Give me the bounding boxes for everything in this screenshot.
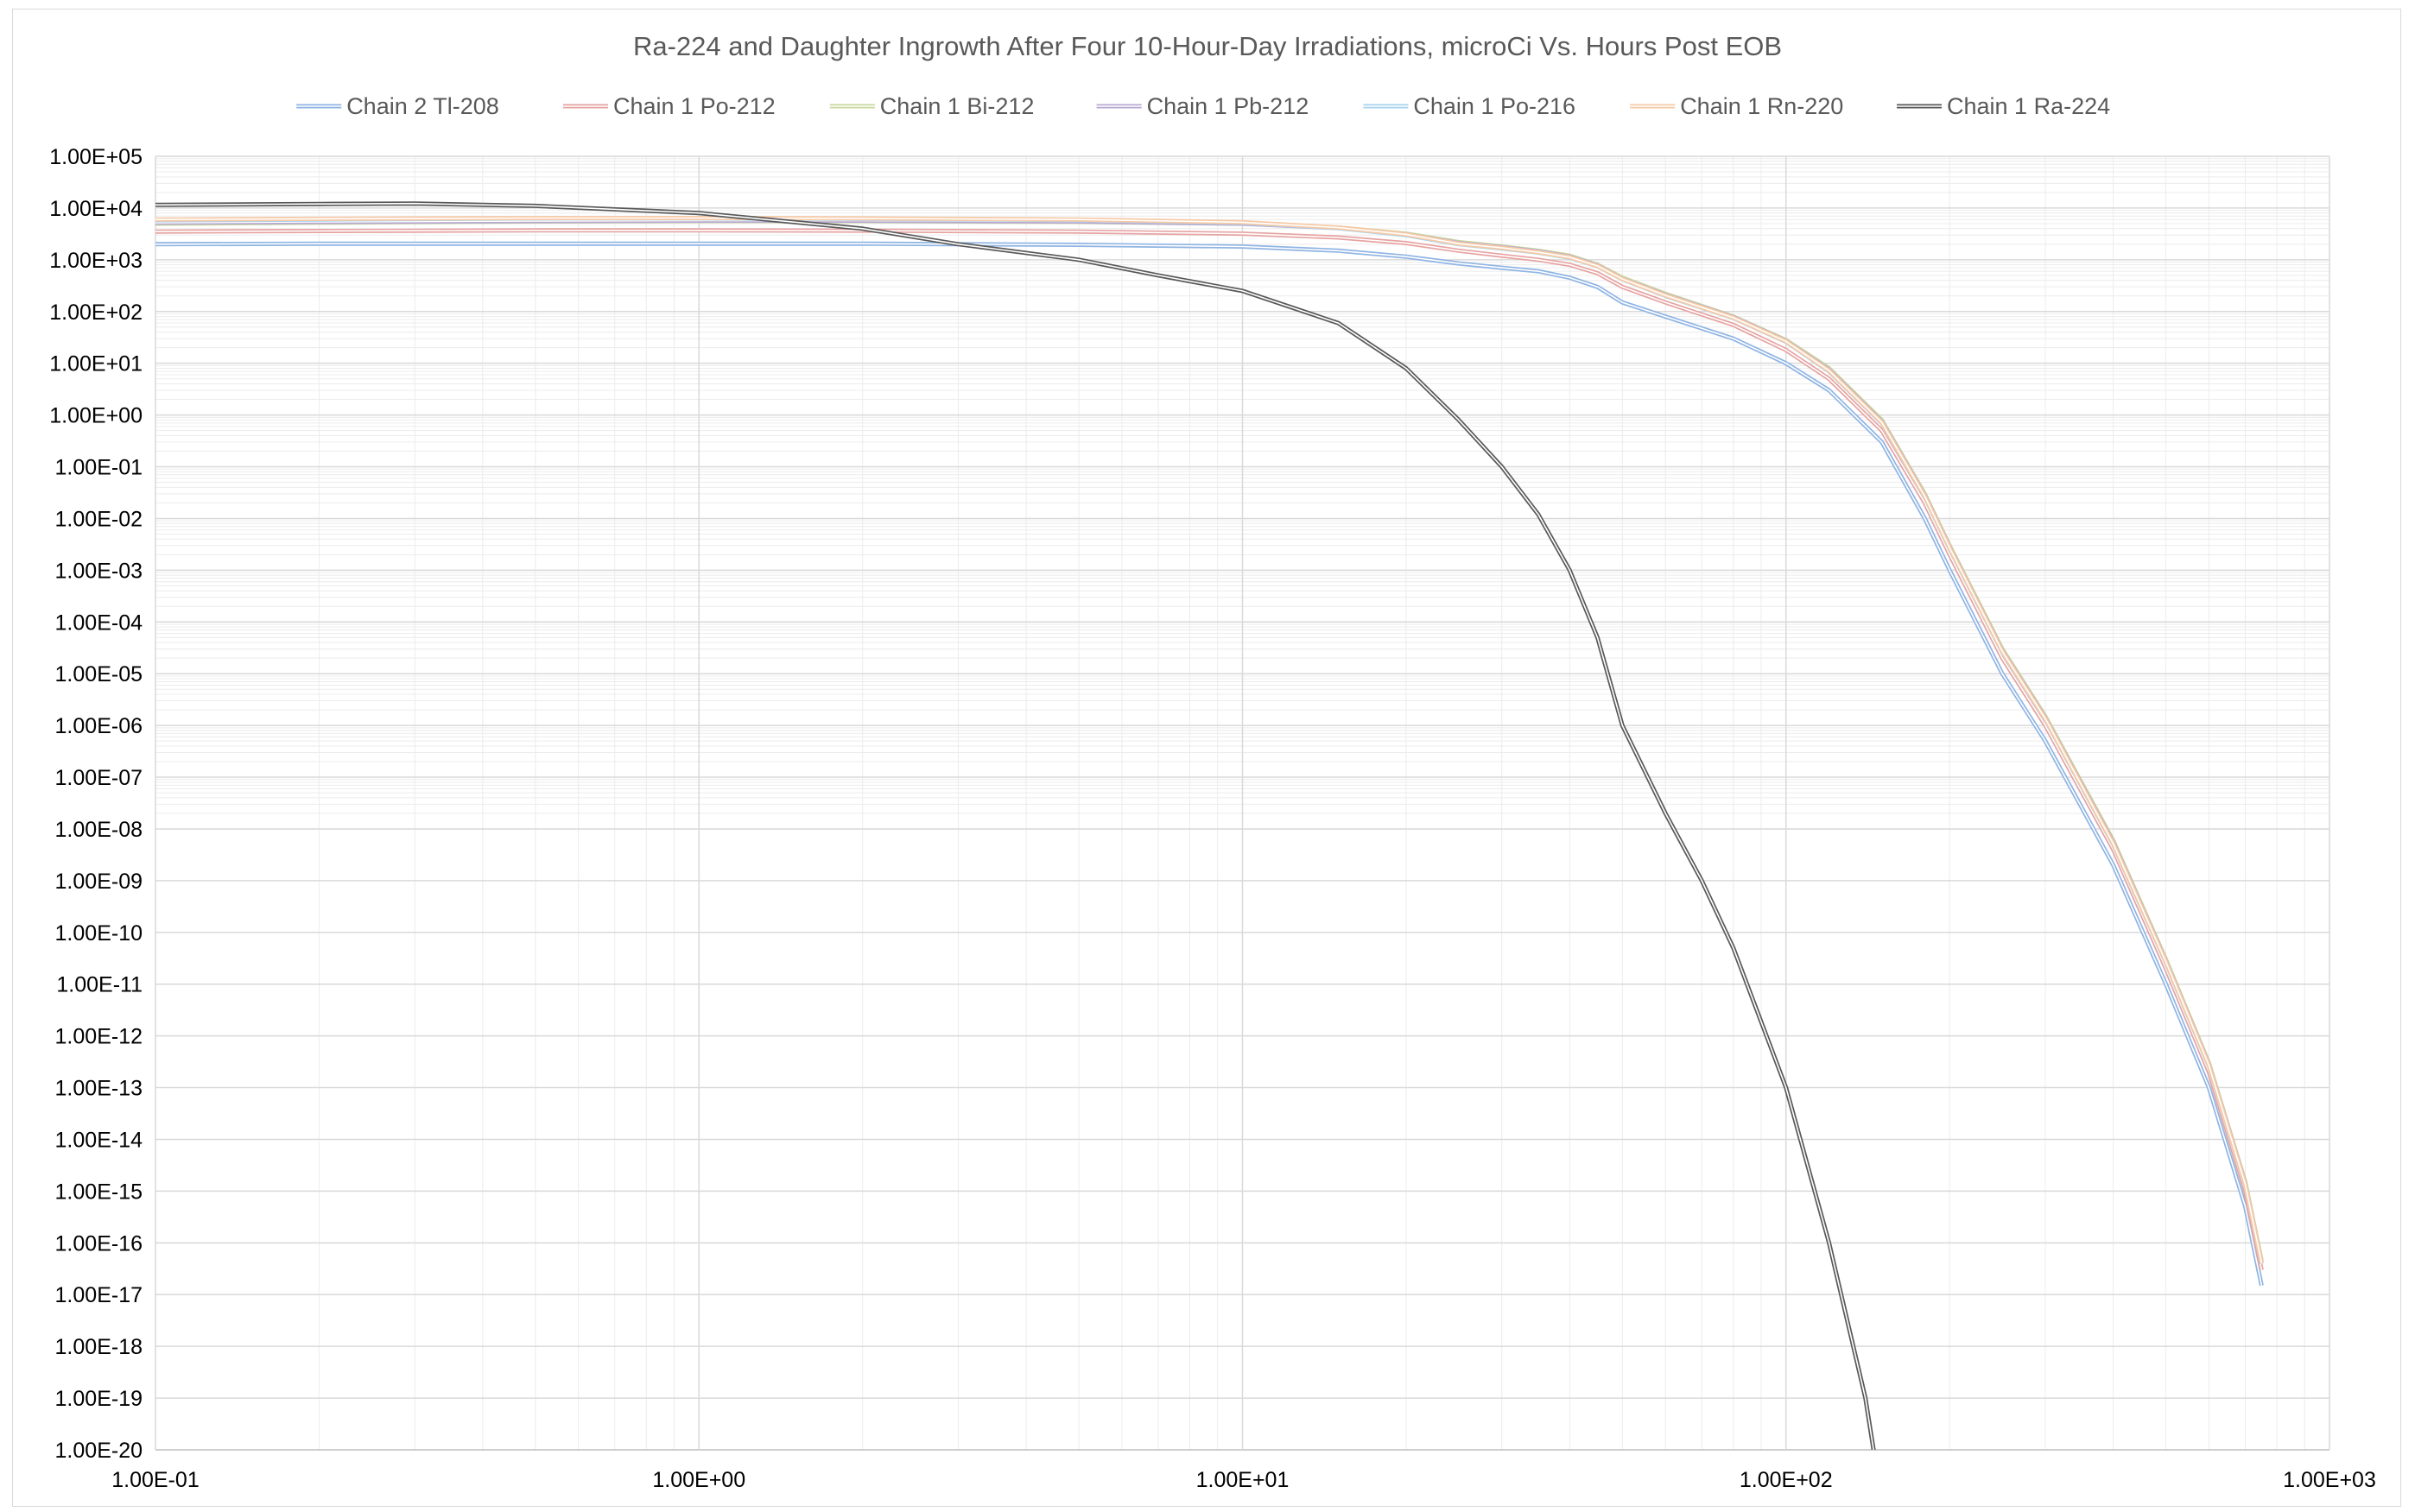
legend-item: Chain 1 Po-212	[563, 93, 776, 119]
chart-title: Ra-224 and Daughter Ingrowth After Four …	[633, 31, 1782, 61]
y-tick-label: 1.00E-04	[55, 610, 143, 635]
y-tick-label: 1.00E-02	[55, 507, 143, 531]
legend-label: Chain 1 Pb-212	[1147, 93, 1309, 119]
y-tick-label: 1.00E-16	[55, 1231, 143, 1256]
legend-item: Chain 1 Pb-212	[1096, 93, 1309, 119]
y-tick-label: 1.00E-08	[55, 818, 143, 842]
y-axis-tick-labels: 1.00E+05 1.00E+04 1.00E+03 1.00E+02 1.00E+01…	[49, 145, 143, 1463]
legend-item: Chain 1 Bi-212	[829, 93, 1035, 119]
legend-label: Chain 1 Bi-212	[880, 93, 1035, 119]
x-tick-label: 1.00E-01	[111, 1468, 199, 1492]
y-tick-label: 1.00E-13	[55, 1077, 143, 1101]
y-tick-label: 1.00E+01	[49, 352, 143, 376]
major-gridlines	[155, 155, 2330, 1451]
x-axis-tick-labels: 1.00E-01 1.00E+00 1.00E+01 1.00E+02 1.00E+03	[111, 1468, 2376, 1492]
y-tick-label: 1.00E-06	[55, 714, 143, 738]
chart-canvas: Ra-224 and Daughter Ingrowth After Four …	[49, 31, 2376, 1492]
series-lines	[155, 201, 2264, 1450]
x-tick-label: 1.00E+01	[1196, 1468, 1290, 1492]
series-line-inner	[155, 219, 2263, 1263]
y-tick-label: 1.00E-09	[55, 870, 143, 894]
y-tick-label: 1.00E-17	[55, 1283, 143, 1307]
x-tick-label: 1.00E+00	[652, 1468, 745, 1492]
series-line	[155, 228, 2264, 1271]
y-tick-label: 1.00E-15	[55, 1180, 143, 1204]
series-line	[155, 241, 2264, 1287]
series-line-inner	[155, 243, 2263, 1286]
series-line-inner	[155, 217, 2263, 1263]
series-line	[155, 201, 1876, 1450]
legend-label: Chain 1 Po-212	[613, 93, 776, 119]
y-tick-label: 1.00E-14	[55, 1128, 143, 1152]
y-tick-label: 1.00E-19	[55, 1387, 143, 1411]
legend-item: Chain 1 Po-216	[1363, 93, 1575, 119]
series-line-outer	[155, 218, 2264, 1263]
x-tick-label: 1.00E+02	[1740, 1468, 1833, 1492]
chart-frame: Ra-224 and Daughter Ingrowth After Four …	[12, 9, 2401, 1507]
y-tick-label: 1.00E-18	[55, 1335, 143, 1359]
y-tick-label: 1.00E+04	[49, 197, 143, 221]
series-line	[155, 218, 2264, 1263]
chart-legend: Chain 2 Tl-208 Chain 1 Po-212 Chain 1 Bi-2…	[296, 93, 2110, 119]
y-tick-label: 1.00E-12	[55, 1025, 143, 1049]
y-tick-label: 1.00E-05	[55, 662, 143, 686]
series-line-outer	[155, 228, 2264, 1271]
legend-label: Chain 2 Tl-208	[346, 93, 499, 119]
y-tick-label: 1.00E-20	[55, 1439, 143, 1463]
x-tick-label: 1.00E+03	[2283, 1468, 2376, 1492]
y-tick-label: 1.00E-07	[55, 766, 143, 790]
series-line-inner	[155, 202, 1874, 1450]
y-tick-label: 1.00E+03	[49, 249, 143, 273]
legend-label: Chain 1 Po-216	[1413, 93, 1575, 119]
y-tick-label: 1.00E-11	[56, 973, 143, 997]
series-line	[155, 216, 2264, 1264]
legend-item: Chain 1 Rn-220	[1630, 93, 1843, 119]
y-tick-label: 1.00E-10	[55, 921, 143, 946]
series-line-outer	[155, 241, 2264, 1287]
y-tick-label: 1.00E+00	[49, 404, 143, 428]
legend-label: Chain 1 Rn-220	[1680, 93, 1843, 119]
series-line-inner	[155, 230, 2263, 1270]
y-tick-label: 1.00E-03	[55, 559, 143, 583]
y-tick-label: 1.00E+05	[49, 145, 143, 169]
legend-item: Chain 2 Tl-208	[296, 93, 499, 119]
y-tick-label: 1.00E+02	[49, 301, 143, 325]
legend-item: Chain 1 Ra-224	[1897, 93, 2110, 119]
legend-label: Chain 1 Ra-224	[1947, 93, 2110, 119]
y-tick-label: 1.00E-01	[55, 456, 143, 480]
